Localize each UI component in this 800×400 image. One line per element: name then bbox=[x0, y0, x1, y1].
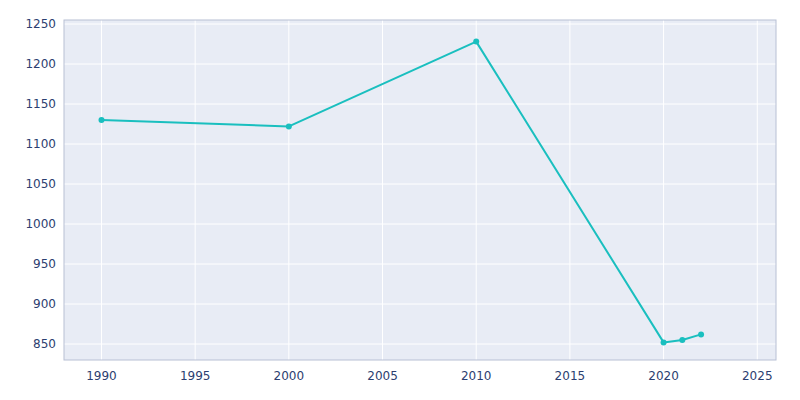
point bbox=[98, 117, 104, 123]
y-grid-line bbox=[64, 184, 776, 185]
y-tick-label: 900 bbox=[33, 297, 56, 311]
tick-labels: 1990 1995 2000 2005 2010 2015 2020 2025 850 900 95… bbox=[25, 17, 772, 383]
y-tick-label: 950 bbox=[33, 257, 56, 271]
y-grid-line bbox=[64, 224, 776, 225]
chart-svg: 1990 1995 2000 2005 2010 2015 2020 2025 850 900 95… bbox=[0, 0, 800, 400]
x-grid-line bbox=[382, 20, 383, 360]
y-grid-line bbox=[64, 264, 776, 265]
point bbox=[286, 123, 292, 129]
point bbox=[698, 331, 704, 337]
x-tick-label: 2015 bbox=[555, 369, 586, 383]
y-tick-label: 850 bbox=[33, 337, 56, 351]
x-grid-line bbox=[101, 20, 102, 360]
y-grid-line bbox=[64, 104, 776, 105]
x-tick-label: 2010 bbox=[461, 369, 492, 383]
x-grid-line bbox=[757, 20, 758, 360]
y-tick-label: 1000 bbox=[25, 217, 56, 231]
x-tick-label: 1990 bbox=[86, 369, 117, 383]
x-tick-label: 2000 bbox=[274, 369, 305, 383]
x-tick-label: 1995 bbox=[180, 369, 211, 383]
data-layer bbox=[98, 39, 704, 346]
y-grid-line bbox=[64, 64, 776, 65]
y-tick-label: 1100 bbox=[25, 137, 56, 151]
y-grid-line bbox=[64, 24, 776, 25]
point bbox=[679, 337, 685, 343]
x-tick-label: 2005 bbox=[367, 369, 398, 383]
grid bbox=[64, 20, 776, 360]
chart-container: 1990 1995 2000 2005 2010 2015 2020 2025 850 900 95… bbox=[0, 0, 800, 400]
x-grid-line bbox=[195, 20, 196, 360]
x-grid-line bbox=[476, 20, 477, 360]
plot-background bbox=[64, 20, 776, 360]
y-tick-label: 1050 bbox=[25, 177, 56, 191]
line bbox=[101, 42, 701, 343]
x-tick-label: 2020 bbox=[648, 369, 679, 383]
plot-frame bbox=[64, 20, 776, 360]
x-grid-line bbox=[288, 20, 289, 360]
x-tick-label: 2025 bbox=[742, 369, 773, 383]
y-grid-line bbox=[64, 344, 776, 345]
y-tick-label: 1150 bbox=[25, 97, 56, 111]
x-grid-line bbox=[663, 20, 664, 360]
point bbox=[661, 339, 667, 345]
y-grid-line bbox=[64, 144, 776, 145]
y-tick-label: 1200 bbox=[25, 57, 56, 71]
y-grid-line bbox=[64, 304, 776, 305]
y-tick-label: 1250 bbox=[25, 17, 56, 31]
point bbox=[473, 39, 479, 45]
